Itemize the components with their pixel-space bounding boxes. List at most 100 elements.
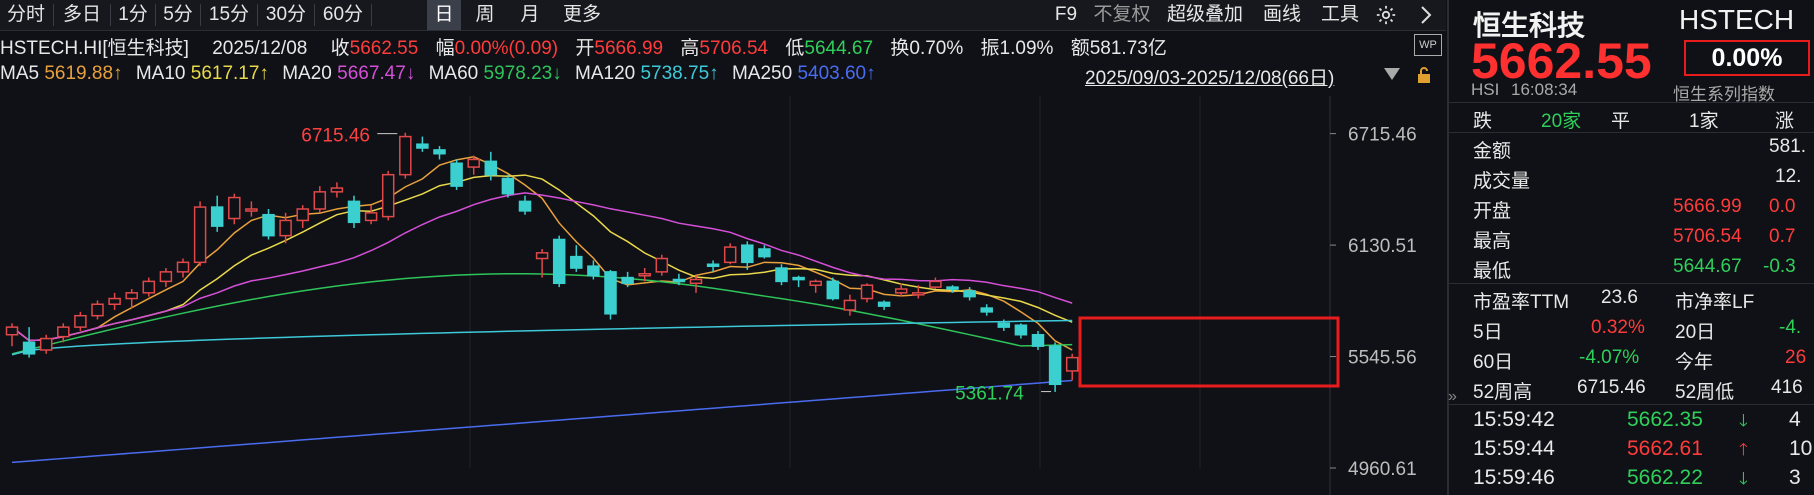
period-tab-1min[interactable]: 1分	[118, 4, 148, 25]
high-label: 高	[680, 38, 700, 59]
candle-body	[587, 265, 600, 277]
candle-body	[689, 278, 703, 285]
ma250-value: 5403.60↑	[797, 63, 876, 84]
candle-body	[980, 307, 993, 313]
ma60-value: 5978.23↓	[483, 63, 562, 84]
low-annotation: 5361.74	[955, 384, 1024, 405]
ma5-line	[11, 155, 1073, 351]
candle-body	[108, 297, 121, 306]
ma20-line	[11, 192, 1073, 342]
candle-body	[997, 322, 1011, 328]
candle-body	[433, 149, 446, 155]
period-tab-fenshi[interactable]: 分时	[6, 4, 45, 25]
kline-chart[interactable]: 6715.46 6130.51 5545.56 4960.61 6715.46 5361…	[0, 96, 1446, 495]
candle-body	[313, 191, 327, 210]
index-series: 恒生系列指数	[1673, 85, 1775, 104]
candle-body	[228, 196, 241, 220]
date-range[interactable]: 2025/09/03-2025/12/08(66日)	[1085, 68, 1335, 89]
w52l-value: 416	[1771, 377, 1803, 398]
d60-value: -4.07%	[1579, 347, 1640, 368]
expand-panel-icon[interactable]: »	[1448, 388, 1457, 405]
candle-body	[1065, 356, 1079, 372]
tools-button[interactable]: 工具	[1320, 4, 1359, 25]
candle-body	[894, 288, 908, 294]
open-row-label: 开盘	[1473, 201, 1512, 222]
tick-time: 15:59:46	[1473, 466, 1555, 489]
fall-label: 跌	[1473, 111, 1493, 132]
ma250-label: MA250	[731, 63, 793, 84]
d20-value: -4.	[1779, 317, 1802, 338]
period-tab-week[interactable]: 周	[475, 4, 495, 25]
period-tab-5min[interactable]: 5分	[163, 4, 193, 25]
super-overlay-button[interactable]: 超级叠加	[1166, 4, 1243, 25]
candle-body	[74, 314, 87, 328]
wp-badge[interactable]: WP	[1414, 34, 1442, 56]
candle-body	[1014, 324, 1028, 336]
candle-body	[843, 299, 857, 311]
candle-body	[210, 206, 224, 227]
chevron-right-icon[interactable]	[1412, 0, 1440, 30]
high-row-extra: 0.7	[1769, 226, 1796, 247]
low-row-label: 最低	[1473, 261, 1512, 282]
period-tab-month[interactable]: 月	[520, 4, 540, 25]
close-label: 收	[330, 38, 350, 59]
candle-body	[946, 286, 959, 290]
candle-body	[193, 206, 207, 264]
period-tab-30min[interactable]: 30分	[265, 4, 307, 25]
highlight-box	[1078, 316, 1340, 388]
tick-volume: 4	[1789, 408, 1801, 431]
d20-label: 20日	[1675, 322, 1716, 343]
candle-body	[381, 173, 395, 218]
ma-lines	[11, 155, 1073, 464]
candle-body	[792, 276, 805, 281]
lock-icon[interactable]	[1416, 66, 1432, 89]
candle-body	[860, 284, 874, 300]
period-tab-more[interactable]: 更多	[562, 4, 601, 25]
y-tick-label: 4960.61	[1348, 459, 1417, 480]
flat-label: 平	[1611, 111, 1631, 132]
candle-body	[758, 248, 771, 258]
candle-body	[501, 177, 515, 195]
period-toolbar: 分时 多日 1分 5分 15分 30分 60分 日 周 月 更多 F9 不复权 …	[0, 0, 1446, 31]
candle-body	[775, 267, 788, 283]
period-tab-day[interactable]: 日	[427, 0, 461, 30]
candle-body	[809, 280, 822, 286]
period-tab-15min[interactable]: 15分	[208, 4, 250, 25]
candle-body	[176, 261, 190, 273]
low-label: 低	[785, 38, 805, 59]
ma5-value: 5619.88↑	[44, 63, 123, 84]
last-price: 5662.55	[1471, 33, 1652, 89]
change-label: 幅	[435, 38, 455, 59]
candle-body	[125, 292, 138, 300]
amount-row-label: 金额	[1473, 141, 1512, 162]
gear-icon[interactable]	[1372, 0, 1400, 30]
d5-value: 0.32%	[1591, 317, 1645, 338]
draw-line-button[interactable]: 画线	[1262, 4, 1301, 25]
f9-button[interactable]: F9	[1054, 4, 1078, 25]
d5-label: 5日	[1473, 322, 1503, 343]
range-dropdown-icon[interactable]	[1384, 68, 1400, 80]
close-value: 5662.55	[349, 38, 419, 59]
index-name: 恒生科技	[1473, 10, 1586, 41]
candle-body	[1031, 333, 1045, 347]
index-code: HSTECH.HI[恒生科技]	[0, 38, 189, 59]
candle-body	[91, 303, 104, 317]
candle-body	[963, 290, 976, 298]
tick-row: 15:59:46 5662.22 🡓 3	[1449, 466, 1814, 494]
candle-body	[364, 212, 378, 222]
no-adjust-button[interactable]: 不复权	[1093, 4, 1151, 25]
arrow-down-icon: 🡓	[1739, 411, 1748, 430]
candle-body	[877, 301, 891, 307]
index-code-large: HSTECH	[1679, 4, 1795, 35]
period-tab-multiday[interactable]: 多日	[62, 4, 101, 25]
change-value: 0.00%(0.09)	[454, 38, 559, 59]
ma10-line	[11, 174, 1073, 342]
period-tab-60min[interactable]: 60分	[322, 4, 364, 25]
candle-body	[672, 278, 686, 283]
tick-time: 15:59:44	[1473, 437, 1555, 460]
pb-label: 市净率LF	[1675, 292, 1755, 313]
candle-body	[621, 276, 634, 285]
quote-info-line: HSTECH.HI[恒生科技] 2025/12/08 收5662.55 幅0.0…	[0, 33, 1167, 60]
amplitude-label: 振	[980, 38, 1000, 59]
tick-row: 15:59:44 5662.61 🡑 10	[1449, 437, 1814, 465]
